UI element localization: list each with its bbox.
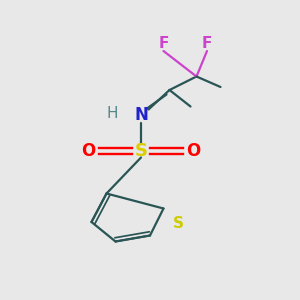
Text: F: F	[202, 36, 212, 51]
Text: S: S	[173, 216, 184, 231]
Text: O: O	[81, 142, 96, 160]
Text: H: H	[107, 106, 118, 121]
Text: S: S	[134, 142, 148, 160]
Text: O: O	[186, 142, 201, 160]
Text: N: N	[134, 106, 148, 124]
Text: F: F	[158, 36, 169, 51]
